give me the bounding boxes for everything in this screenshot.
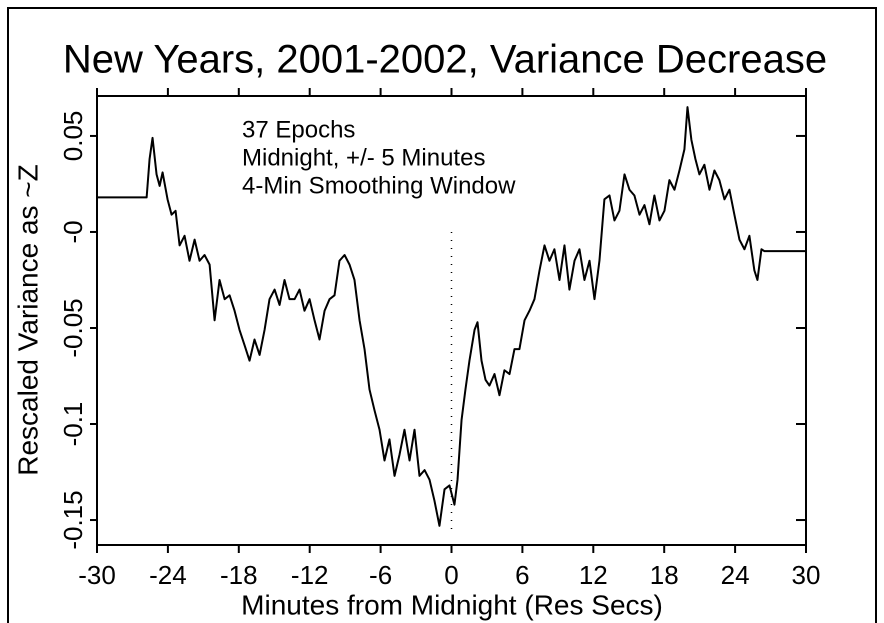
y-tick-label: -0.05 (58, 298, 88, 357)
y-tick-label: -0 (58, 220, 88, 243)
y-tick-label: 0.05 (58, 111, 88, 162)
x-tick-label: -6 (369, 560, 392, 590)
x-tick-label: -30 (78, 560, 116, 590)
x-tick-label: 24 (721, 560, 750, 590)
y-tick-label: -0.1 (58, 402, 88, 447)
chart-title: New Years, 2001-2002, Variance Decrease (63, 38, 827, 82)
x-tick-label: -18 (220, 560, 258, 590)
x-tick-label: 12 (579, 560, 608, 590)
annotation: Midnight, +/- 5 Minutes (242, 144, 485, 171)
y-axis-label: Rescaled Variance as ~Z (12, 164, 43, 476)
annotation: 4-Min Smoothing Window (242, 172, 516, 199)
y-tick-label: -0.15 (58, 490, 88, 549)
frame (7, 7, 877, 623)
data-line (97, 106, 806, 527)
x-tick-label: 30 (792, 560, 821, 590)
x-tick-label: -24 (149, 560, 187, 590)
x-tick-label: 0 (444, 560, 458, 590)
x-axis-label: Minutes from Midnight (Res Secs) (241, 589, 663, 620)
x-tick-label: 6 (515, 560, 529, 590)
x-tick-label: -12 (291, 560, 329, 590)
annotation: 37 Epochs (242, 116, 355, 143)
x-tick-label: 18 (650, 560, 679, 590)
